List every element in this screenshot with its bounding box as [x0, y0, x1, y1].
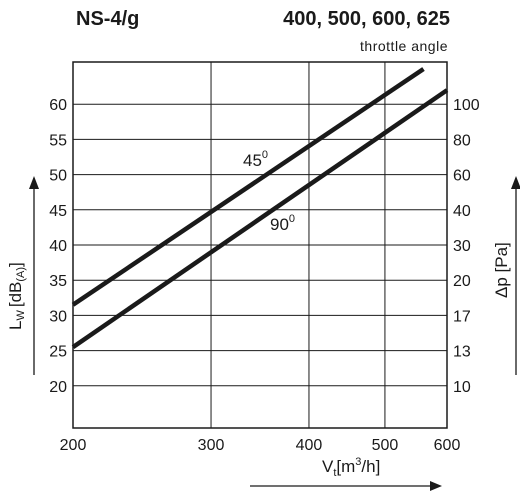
y-right-tick-label: 17 [453, 308, 471, 325]
y-left-tick-label: 35 [49, 273, 67, 290]
y-right-axis-arrow [511, 176, 520, 375]
y-left-axis-label: LW[dB(A)] [6, 262, 27, 330]
y-right-axis-label: Δp [Pa] [492, 242, 511, 298]
chart-title: NS-4/g [76, 8, 140, 30]
y-right-tick-label: 20 [453, 273, 471, 290]
plot-frame [72, 61, 448, 429]
y-right-tick-label: 10 [453, 379, 471, 396]
series-label-90: 900 [270, 213, 295, 234]
y-left-tick-label: 45 [49, 203, 67, 220]
x-tick-label: 500 [372, 437, 399, 454]
chart-subtitle: throttle angle [360, 38, 448, 54]
x-tick-label: 600 [434, 437, 461, 454]
series-line-90 [71, 88, 449, 349]
y-left-tick-label: 30 [49, 308, 67, 325]
y-left-tick-label: 50 [49, 168, 67, 185]
y-right-tick-label: 100 [453, 97, 480, 114]
series-group [71, 67, 449, 349]
y-right-tick-label: 60 [453, 168, 471, 185]
y-right-tick-label: 13 [453, 344, 471, 361]
x-tick-label: 300 [198, 437, 225, 454]
tick-labels: 200 300 400 500 600 20 10 25 13 30 17 35 20 40 30 45 40 5… [49, 97, 480, 454]
grid [73, 62, 447, 428]
series-line-45 [71, 67, 425, 307]
y-right-tick-label: 30 [453, 238, 471, 255]
x-tick-label: 200 [60, 437, 87, 454]
y-right-tick-label: 40 [453, 203, 471, 220]
x-axis-arrow [250, 481, 442, 491]
y-left-tick-label: 60 [49, 97, 67, 114]
y-left-tick-label: 25 [49, 344, 67, 361]
y-left-tick-label: 55 [49, 132, 67, 149]
x-tick-label: 400 [296, 437, 323, 454]
chart-title-sizes: 400, 500, 600, 625 [283, 8, 450, 30]
y-left-tick-label: 40 [49, 238, 67, 255]
y-right-tick-label: 80 [453, 132, 471, 149]
series-label-45: 450 [243, 149, 268, 170]
y-left-axis-arrow [29, 176, 39, 375]
x-axis-label: Vt[m3/h] [322, 456, 380, 479]
y-left-tick-label: 20 [49, 379, 67, 396]
